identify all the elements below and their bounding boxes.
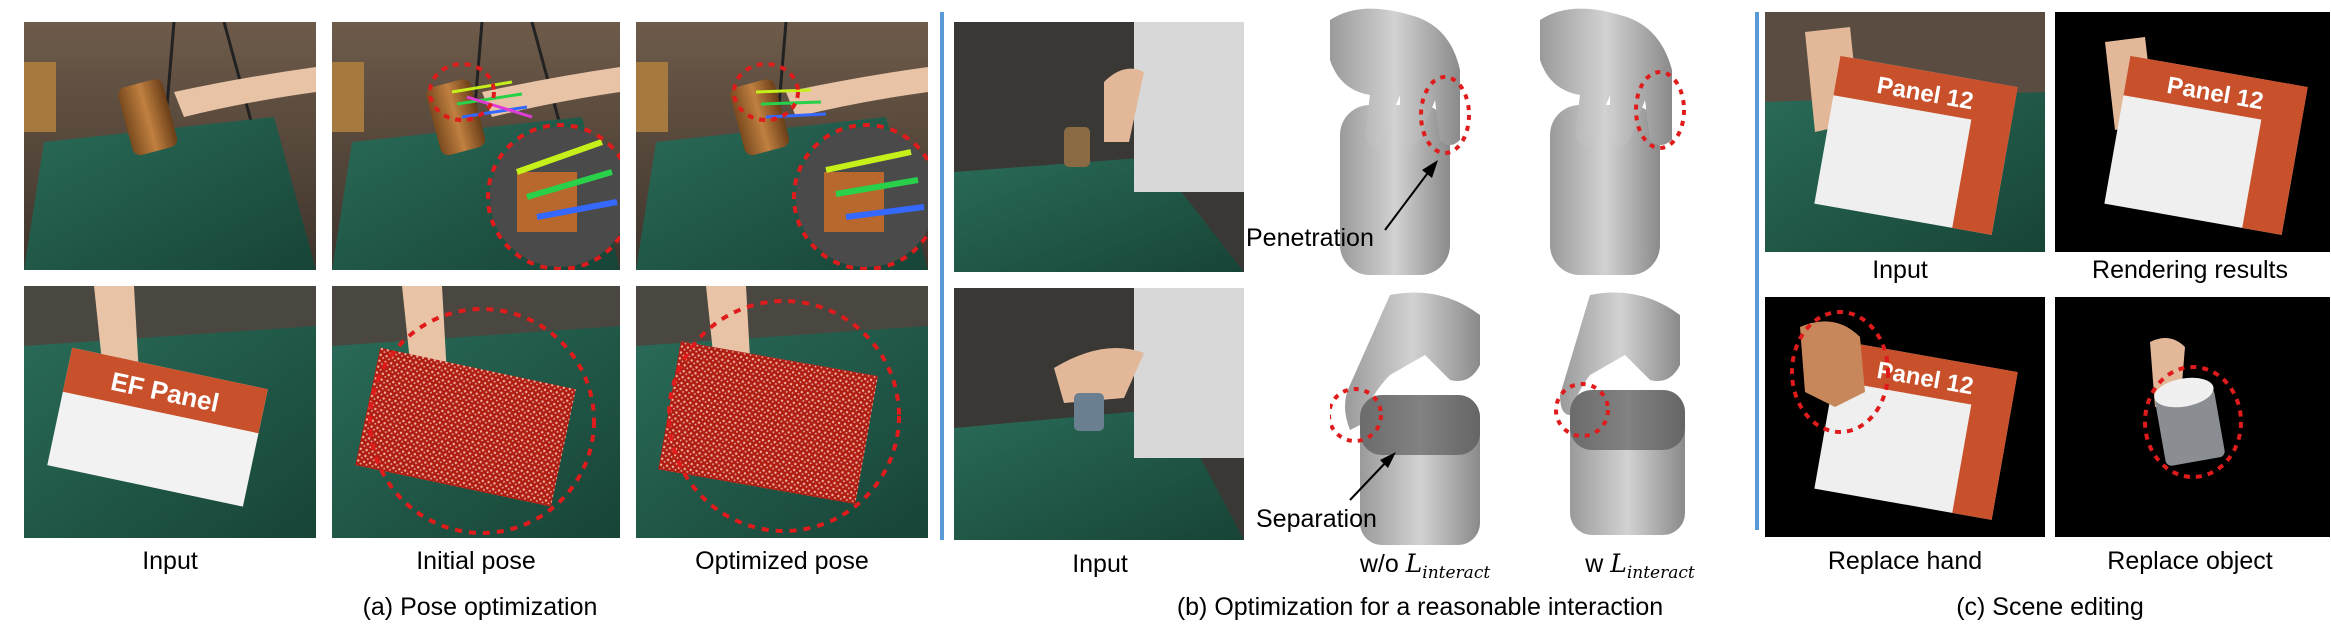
label-c-replace-object: Replace object bbox=[2107, 547, 2273, 575]
photo-a-initial-box bbox=[332, 286, 620, 538]
photo-a-initial-cup bbox=[332, 22, 620, 270]
mesh-wo-cup bbox=[1300, 0, 1500, 290]
label-a-input: Input bbox=[142, 547, 198, 575]
label-b-w-interact: w Linteract bbox=[1560, 549, 1720, 583]
photo-a-input-cup bbox=[24, 22, 316, 270]
caption-a: (a) Pose optimization bbox=[362, 593, 598, 621]
photo-b-input-bottom bbox=[954, 288, 1244, 540]
photo-a-input-box: EF Panel bbox=[24, 286, 316, 538]
loss-symbol-w: Linteract bbox=[1610, 549, 1695, 583]
label-b-wo-interact: w/o Linteract bbox=[1335, 549, 1515, 583]
photo-a-optimized-box bbox=[636, 286, 928, 538]
label-a-optimized-pose: Optimized pose bbox=[695, 547, 869, 575]
mesh-w-box bbox=[1530, 285, 1700, 545]
loss-symbol-wo: Linteract bbox=[1405, 549, 1491, 583]
label-c-input: Input bbox=[1872, 256, 1928, 284]
caption-b: (b) Optimization for a reasonable intera… bbox=[1176, 593, 1664, 621]
photo-a-optimized-cup bbox=[636, 22, 928, 270]
arrow-penetration bbox=[1384, 160, 1438, 231]
separator-bc bbox=[1755, 12, 1759, 530]
mesh-w-cup bbox=[1510, 0, 1710, 290]
annotation-penetration: Penetration bbox=[1246, 224, 1374, 252]
label-b-wo-prefix: w/o bbox=[1359, 550, 1406, 578]
label-b-w-prefix: w bbox=[1585, 550, 1611, 578]
photo-b-input-top bbox=[954, 22, 1244, 272]
mesh-wo-box bbox=[1330, 285, 1500, 545]
photo-c-replace-hand: Panel 12 bbox=[1765, 297, 2045, 537]
label-a-initial-pose: Initial pose bbox=[416, 547, 536, 575]
separator-ab bbox=[940, 12, 944, 540]
photo-c-replace-object bbox=[2055, 297, 2330, 537]
annotation-separation: Separation bbox=[1256, 505, 1377, 533]
caption-c: (c) Scene editing bbox=[1956, 593, 2144, 621]
photo-c-rendering: Panel 12 bbox=[2055, 12, 2330, 252]
label-c-replace-hand: Replace hand bbox=[1827, 547, 1983, 575]
arrow-separation bbox=[1349, 452, 1396, 501]
photo-c-input: Panel 12 bbox=[1765, 12, 2045, 252]
label-b-input: Input bbox=[1072, 550, 1128, 578]
label-c-rendering: Rendering results bbox=[2092, 256, 2288, 284]
